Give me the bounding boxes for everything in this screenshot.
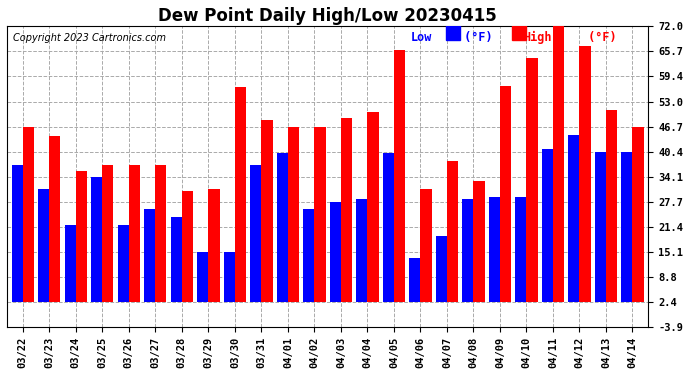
Bar: [409, 258, 420, 302]
Bar: [367, 112, 379, 302]
Bar: [526, 58, 538, 302]
Bar: [595, 152, 606, 302]
Bar: [250, 165, 262, 302]
Title: Dew Point Daily High/Low 20230415: Dew Point Daily High/Low 20230415: [158, 7, 497, 25]
Bar: [356, 199, 367, 302]
Bar: [447, 161, 458, 302]
Bar: [606, 110, 617, 302]
Bar: [208, 189, 219, 302]
Text: (°F): (°F): [457, 31, 493, 44]
Bar: [553, 22, 564, 302]
Bar: [383, 153, 394, 302]
Bar: [12, 165, 23, 302]
Bar: [633, 127, 644, 302]
Bar: [304, 209, 315, 302]
Bar: [489, 197, 500, 302]
Bar: [420, 189, 431, 302]
Bar: [580, 46, 591, 302]
Text: Copyright 2023 Cartronics.com: Copyright 2023 Cartronics.com: [13, 33, 166, 42]
Text: High: High: [523, 31, 552, 44]
Bar: [621, 152, 633, 302]
Bar: [341, 118, 352, 302]
Bar: [102, 165, 113, 302]
Bar: [542, 149, 553, 302]
Bar: [288, 127, 299, 302]
Bar: [76, 171, 87, 302]
Bar: [315, 127, 326, 302]
Bar: [330, 202, 341, 302]
Bar: [38, 189, 50, 302]
Bar: [277, 153, 288, 302]
Bar: [394, 50, 405, 302]
Bar: [129, 165, 140, 302]
Bar: [118, 225, 129, 302]
Bar: [515, 197, 526, 302]
Bar: [197, 252, 208, 302]
Bar: [65, 225, 76, 302]
Bar: [569, 135, 580, 302]
Bar: [235, 87, 246, 302]
Bar: [473, 181, 484, 302]
Bar: [144, 209, 155, 302]
Bar: [224, 252, 235, 302]
Bar: [23, 127, 34, 302]
Text: Low: Low: [411, 31, 433, 44]
Bar: [500, 86, 511, 302]
Bar: [446, 24, 460, 40]
Bar: [462, 199, 473, 302]
Bar: [91, 177, 102, 302]
Bar: [182, 191, 193, 302]
Bar: [262, 120, 273, 302]
Bar: [513, 24, 526, 40]
Bar: [50, 136, 61, 302]
Bar: [436, 236, 447, 302]
Text: (°F): (°F): [581, 31, 617, 44]
Bar: [170, 217, 182, 302]
Bar: [155, 165, 166, 302]
